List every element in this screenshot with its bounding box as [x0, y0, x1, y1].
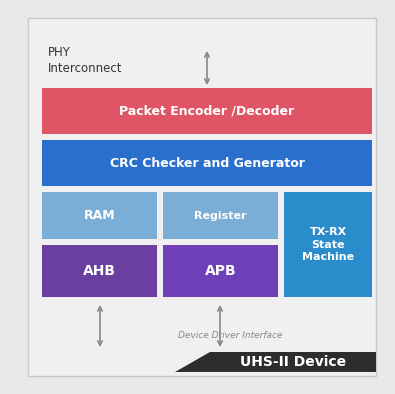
- Bar: [163, 245, 278, 297]
- Polygon shape: [175, 352, 376, 372]
- Text: AHB: AHB: [83, 264, 116, 278]
- Bar: [42, 140, 372, 186]
- Bar: [42, 245, 157, 297]
- Text: RAM: RAM: [84, 209, 115, 222]
- Text: CRC Checker and Generator: CRC Checker and Generator: [109, 156, 305, 169]
- Bar: [42, 88, 372, 134]
- Text: APB: APB: [205, 264, 236, 278]
- Text: Register: Register: [194, 210, 247, 221]
- Bar: [28, 18, 376, 376]
- Text: Packet Encoder /Decoder: Packet Encoder /Decoder: [119, 104, 295, 117]
- Text: UHS-II Device: UHS-II Device: [240, 355, 346, 369]
- Text: PHY
Interconnect: PHY Interconnect: [48, 45, 122, 74]
- Bar: [163, 192, 278, 239]
- Text: TX-RX
State
Machine: TX-RX State Machine: [302, 227, 354, 262]
- Bar: [284, 192, 372, 297]
- Bar: [42, 192, 157, 239]
- Text: Device Driver Interface: Device Driver Interface: [178, 331, 282, 340]
